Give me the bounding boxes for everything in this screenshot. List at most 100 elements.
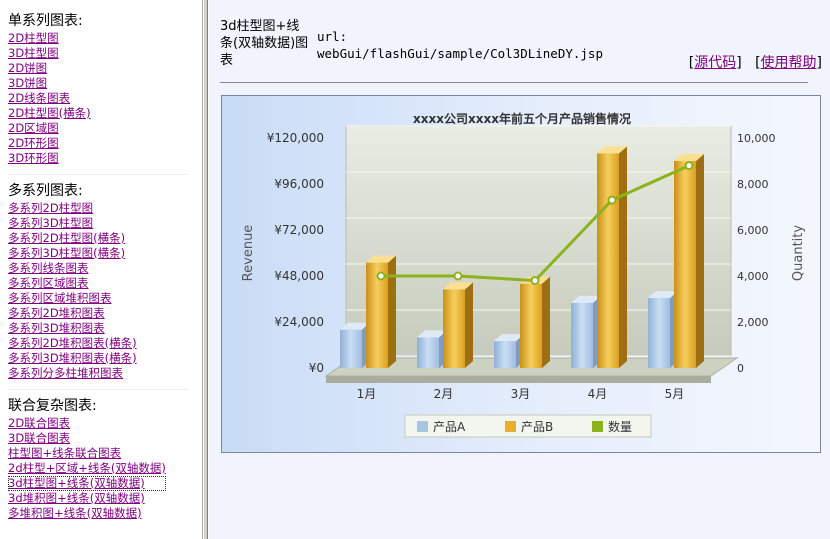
bar-b-side	[388, 255, 396, 368]
bar-a-top	[648, 291, 678, 299]
url-value: webGui/flashGui/sample/Col3DLineDY.jsp	[317, 46, 603, 61]
bar-a-top	[571, 295, 601, 303]
legend-swatch	[417, 421, 428, 432]
section-title: 联合复杂图表:	[8, 398, 97, 414]
content-frame: 3d柱型图+线条(双轴数据)图表 url: webGui/flashGui/sa…	[209, 0, 830, 539]
frame-splitter[interactable]	[203, 0, 208, 539]
bar-a-front	[494, 341, 516, 368]
line-point	[530, 276, 540, 286]
nav-link[interactable]: 多系列2D堆积图表(横条)	[8, 336, 137, 350]
x-tick-label: 5月	[665, 387, 685, 401]
legend-box	[404, 414, 652, 438]
y-tick-label: ¥0	[309, 361, 324, 375]
nav-link[interactable]: 多系列2D柱型图	[8, 201, 94, 215]
bar-a-front	[417, 337, 439, 368]
y-axis-label: Revenue	[241, 225, 256, 282]
bar-a-front	[648, 298, 670, 368]
y2-axis-label: Quantity	[791, 225, 806, 281]
nav-link[interactable]: 3D柱型图	[8, 46, 59, 60]
divider	[8, 389, 188, 390]
y-tick-label: ¥96,000	[274, 177, 324, 191]
chart-title: xxxx公司xxxx年前五个月产品销售情况	[413, 111, 631, 126]
y-tick-label: ¥120,000	[267, 131, 324, 145]
bar-a-front	[340, 329, 362, 368]
nav-link[interactable]: 2D饼图	[8, 61, 48, 75]
bar-b-top	[597, 146, 627, 154]
line-point	[684, 161, 694, 171]
bracket: ]	[816, 55, 822, 71]
x-tick-label: 3月	[511, 387, 531, 401]
nav-link[interactable]: 2D柱型图(横条)	[8, 106, 91, 120]
bar-b-side	[696, 154, 704, 368]
chart-svg: 1月 2月 3月 4月 5月 ¥0 ¥24,000 ¥48,000 ¥72,000 ¥96,000…	[241, 111, 806, 438]
nav-link[interactable]: 多系列3D柱型图	[8, 216, 94, 230]
line-point	[376, 271, 386, 281]
bar-a-top	[417, 330, 447, 338]
y-tick-label: ¥72,000	[274, 223, 324, 237]
nav-link[interactable]: 3D联合图表	[8, 431, 71, 445]
multi-series-list: 多系列2D柱型图 多系列3D柱型图 多系列2D柱型图(横条) 多系列3D柱型图(横条)…	[8, 201, 137, 381]
y2-tick-label: 10,000	[737, 132, 776, 145]
nav-link[interactable]: 多系列2D堆积图表	[8, 306, 105, 320]
combo-list: 2D联合图表 3D联合图表 柱型图+线条联合图表 2d柱型+区域+线条(双轴数据) 3d…	[8, 416, 166, 521]
nav-link[interactable]: 2D线条图表	[8, 91, 71, 105]
bar-b-top	[366, 255, 396, 263]
plot-floor-edge	[326, 376, 711, 383]
x-tick-label: 2月	[434, 387, 454, 401]
nav-link[interactable]: 多系列3D堆积图表	[8, 321, 105, 335]
help-link[interactable]: 使用帮助	[760, 55, 817, 71]
bar-b-side	[619, 146, 627, 368]
chart-container[interactable]: 1月 2月 3月 4月 5月 ¥0 ¥24,000 ¥48,000 ¥72,000 ¥96,000…	[221, 95, 821, 453]
legend-swatch	[592, 421, 603, 432]
nav-link[interactable]: 多系列分多柱堆积图表	[8, 366, 123, 380]
x-tick-label: 4月	[588, 387, 608, 401]
nav-link[interactable]: 2D区域图	[8, 121, 59, 135]
legend-swatch	[505, 421, 516, 432]
nav-link[interactable]: 2D联合图表	[8, 416, 71, 430]
nav-link[interactable]: 3D饼图	[8, 76, 48, 90]
bar-b-side	[542, 276, 550, 368]
section-title: 多系列图表:	[8, 183, 83, 199]
y2-tick-label: 6,000	[737, 224, 769, 237]
nav-link[interactable]: 3d堆积图+线条(双轴数据)	[8, 491, 145, 505]
bar-b-front	[366, 262, 388, 368]
y-tick-label: ¥48,000	[274, 269, 324, 283]
nav-link[interactable]: 多系列3D堆积图表(横条)	[8, 351, 137, 365]
page-title: 3d柱型图+线条(双轴数据)图表	[220, 19, 309, 68]
nav-link[interactable]: 2d柱型+区域+线条(双轴数据)	[8, 461, 166, 475]
nav-link[interactable]: 2D柱型图	[8, 31, 59, 45]
nav-link[interactable]: 3D环形图	[8, 151, 59, 165]
bar-b-front	[674, 161, 696, 368]
legend-label: 数量	[608, 419, 632, 434]
line-point	[453, 271, 463, 281]
nav-link[interactable]: 多系列2D柱型图(横条)	[8, 231, 126, 245]
y2-tick-label: 0	[737, 362, 744, 375]
url-label: url:	[317, 29, 348, 44]
source-code-link[interactable]: 源代码	[694, 55, 737, 71]
bracket: [	[688, 55, 695, 71]
bar-a-front	[571, 302, 593, 368]
bracket: [	[755, 55, 761, 71]
nav-link[interactable]: 多系列区域图表	[8, 276, 89, 290]
url-text: url: webGui/flashGui/sample/Col3DLineDY.…	[317, 28, 603, 62]
divider	[8, 174, 188, 175]
single-series-section: 单系列图表: 2D柱型图 3D柱型图 2D饼图 3D饼图 2D线条图表 2D柱型图(横条)…	[8, 13, 91, 166]
nav-link[interactable]: 2D环形图	[8, 136, 59, 150]
nav-link[interactable]: 柱型图+线条联合图表	[8, 446, 122, 460]
bar-b-front	[520, 283, 542, 368]
single-series-list: 2D柱型图 3D柱型图 2D饼图 3D饼图 2D线条图表 2D柱型图(横条) 2D区域图 2D…	[8, 31, 91, 166]
bar-a-top	[340, 322, 370, 330]
bar-b-side	[465, 282, 473, 368]
bracket: ]	[736, 55, 742, 71]
nav-link[interactable]: 多堆积图+线条(双轴数据)	[8, 506, 142, 520]
nav-link[interactable]: 多系列区域堆积图表	[8, 291, 112, 305]
nav-link[interactable]: 多系列线条图表	[8, 261, 89, 275]
y2-tick-label: 8,000	[737, 178, 769, 191]
bar-b-front	[597, 153, 619, 368]
line-point	[607, 195, 617, 205]
nav-link[interactable]: 多系列3D柱型图(横条)	[8, 246, 126, 260]
y-tick-label: ¥24,000	[274, 315, 324, 329]
left-nav-frame: 单系列图表: 2D柱型图 3D柱型图 2D饼图 3D饼图 2D线条图表 2D柱型图(横条)…	[0, 0, 203, 539]
nav-link[interactable]: 3d柱型图+线条(双轴数据)	[8, 476, 166, 491]
multi-series-section: 多系列图表: 多系列2D柱型图 多系列3D柱型图 多系列2D柱型图(横条) 多系列3D…	[8, 183, 137, 381]
